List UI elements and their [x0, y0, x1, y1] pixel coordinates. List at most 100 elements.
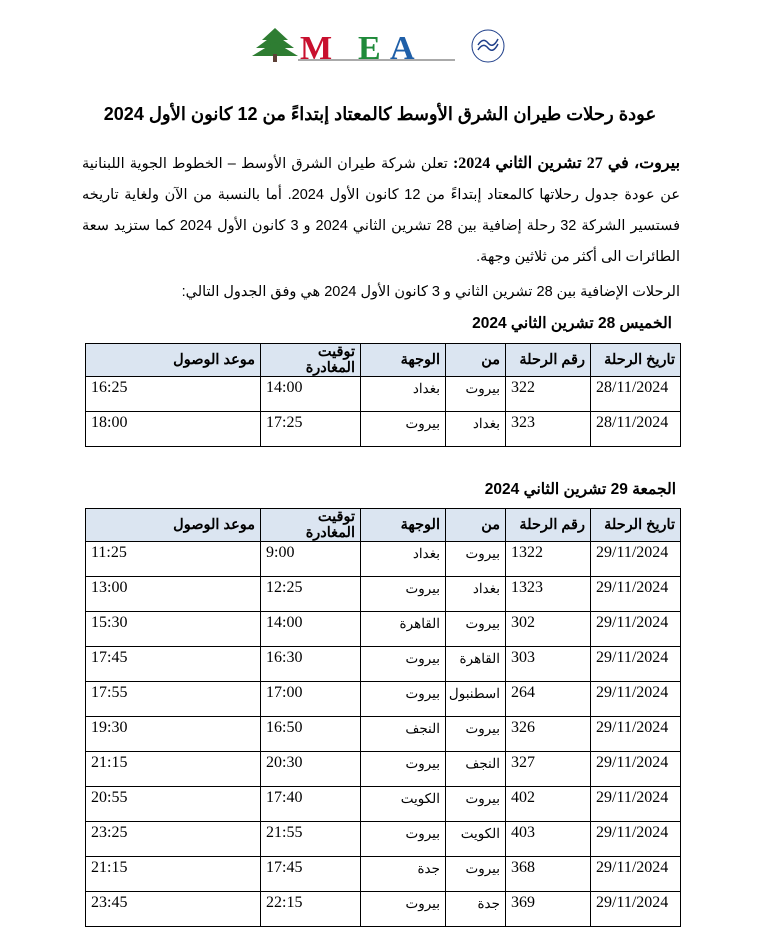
cell-flight-number: 327 [505, 751, 591, 787]
cell-date: 28/11/2024 [590, 411, 681, 447]
cell-from: القاهرة [445, 646, 506, 682]
table-header-row: تاريخ الرحلة رقم الرحلة من الوجهة توقيت المغ… [85, 343, 681, 377]
cell-departure: 14:00 [260, 376, 361, 412]
cell-departure: 12:25 [260, 576, 361, 612]
cell-arrival: 13:00 [85, 576, 261, 612]
press-paragraph: بيروت، في 27 تشرين الثاني 2024: تعلن شرك… [82, 148, 680, 273]
cell-flight-number: 1322 [505, 541, 591, 577]
cell-date: 29/11/2024 [590, 856, 681, 892]
cell-date: 29/11/2024 [590, 576, 681, 612]
column-header-from: من [445, 508, 506, 542]
column-header-flight-number: رقم الرحلة [505, 508, 591, 542]
cell-flight-number: 368 [505, 856, 591, 892]
day-heading: الجمعة 29 تشرين الثاني 2024 [484, 481, 676, 498]
table-row: 29/11/2024 368 بيروت جدة 17:45 21:15 [85, 856, 681, 892]
cell-date: 28/11/2024 [590, 376, 681, 412]
cell-destination: جدة [360, 856, 446, 892]
table-row: 29/11/2024 1322 بيروت بغداد 9:00 11:25 [85, 541, 681, 577]
cell-date: 29/11/2024 [590, 821, 681, 857]
cell-date: 29/11/2024 [590, 681, 681, 717]
cell-flight-number: 264 [505, 681, 591, 717]
cell-flight-number: 326 [505, 716, 591, 752]
cell-arrival: 15:30 [85, 611, 261, 647]
mea-logo: M E A [252, 28, 505, 67]
column-header-date: تاريخ الرحلة [590, 343, 681, 377]
table-row: 29/11/2024 303 القاهرة بيروت 16:30 17:45 [85, 646, 681, 682]
cell-from: النجف [445, 751, 506, 787]
table-row: 29/11/2024 1323 بغداد بيروت 12:25 13:00 [85, 576, 681, 612]
paragraph-body: تعلن شركة طيران الشرق الأوسط – الخطوط ال… [82, 156, 680, 265]
cell-date: 29/11/2024 [590, 611, 681, 647]
cell-from: بيروت [445, 716, 506, 752]
cell-arrival: 19:30 [85, 716, 261, 752]
cell-arrival: 17:55 [85, 681, 261, 717]
cell-departure: 17:40 [260, 786, 361, 822]
cell-departure: 16:50 [260, 716, 361, 752]
table-row: 29/11/2024 327 النجف بيروت 20:30 21:15 [85, 751, 681, 787]
cell-departure: 17:00 [260, 681, 361, 717]
schedule-intro: الرحلات الإضافية بين 28 تشرين الثاني و 3… [181, 284, 680, 300]
cell-departure: 22:15 [260, 891, 361, 927]
cell-arrival: 11:25 [85, 541, 261, 577]
cell-arrival: 23:45 [85, 891, 261, 927]
table-row: 29/11/2024 369 جدة بيروت 22:15 23:45 [85, 891, 681, 927]
cell-arrival: 20:55 [85, 786, 261, 822]
cell-destination: بيروت [360, 891, 446, 927]
cell-flight-number: 302 [505, 611, 591, 647]
skyteam-icon [471, 29, 505, 63]
cell-flight-number: 402 [505, 786, 591, 822]
cell-departure: 14:00 [260, 611, 361, 647]
svg-text:M: M [300, 30, 332, 67]
cell-from: بغداد [445, 411, 506, 447]
cell-from: بيروت [445, 611, 506, 647]
cell-from: بيروت [445, 786, 506, 822]
cell-date: 29/11/2024 [590, 716, 681, 752]
table-row: 29/11/2024 302 بيروت القاهرة 14:00 15:30 [85, 611, 681, 647]
cell-from: بيروت [445, 376, 506, 412]
cell-arrival: 21:15 [85, 856, 261, 892]
cell-departure: 21:55 [260, 821, 361, 857]
cell-flight-number: 369 [505, 891, 591, 927]
cell-destination: الكويت [360, 786, 446, 822]
cell-destination: بيروت [360, 821, 446, 857]
column-header-arrival: موعد الوصول [85, 343, 261, 377]
cell-date: 29/11/2024 [590, 786, 681, 822]
cell-arrival: 17:45 [85, 646, 261, 682]
cell-date: 29/11/2024 [590, 541, 681, 577]
cell-departure: 17:25 [260, 411, 361, 447]
column-header-destination: الوجهة [360, 343, 446, 377]
cell-destination: بيروت [360, 411, 446, 447]
cell-destination: بغداد [360, 376, 446, 412]
cell-date: 29/11/2024 [590, 891, 681, 927]
table-row: 28/11/2024 322 بيروت بغداد 14:00 16:25 [85, 376, 681, 412]
cell-flight-number: 322 [505, 376, 591, 412]
cell-from: الكويت [445, 821, 506, 857]
table-header-row: تاريخ الرحلة رقم الرحلة من الوجهة توقيت المغ… [85, 508, 681, 542]
table-row: 28/11/2024 323 بغداد بيروت 17:25 18:00 [85, 411, 681, 447]
cell-destination: القاهرة [360, 611, 446, 647]
cell-departure: 17:45 [260, 856, 361, 892]
column-header-date: تاريخ الرحلة [590, 508, 681, 542]
cell-from: بيروت [445, 856, 506, 892]
column-header-flight-number: رقم الرحلة [505, 343, 591, 377]
cell-from: بيروت [445, 541, 506, 577]
table-row: 29/11/2024 403 الكويت بيروت 21:55 23:25 [85, 821, 681, 857]
table-row: 29/11/2024 264 اسطنبول بيروت 17:00 17:55 [85, 681, 681, 717]
cell-flight-number: 323 [505, 411, 591, 447]
cell-departure: 20:30 [260, 751, 361, 787]
table-row: 29/11/2024 402 بيروت الكويت 17:40 20:55 [85, 786, 681, 822]
cell-date: 29/11/2024 [590, 751, 681, 787]
table-row: 29/11/2024 326 بيروت النجف 16:50 19:30 [85, 716, 681, 752]
cell-destination: بيروت [360, 646, 446, 682]
cell-flight-number: 1323 [505, 576, 591, 612]
cell-destination: بغداد [360, 541, 446, 577]
day-heading: الخميس 28 تشرين الثاني 2024 [472, 315, 672, 332]
column-header-arrival: موعد الوصول [85, 508, 261, 542]
cell-destination: بيروت [360, 576, 446, 612]
flights-table-friday: تاريخ الرحلة رقم الرحلة من الوجهة توقيت المغ… [85, 508, 681, 927]
cell-arrival: 16:25 [85, 376, 261, 412]
cell-flight-number: 303 [505, 646, 591, 682]
cell-destination: النجف [360, 716, 446, 752]
column-header-departure: توقيت المغادرة [260, 343, 361, 377]
column-header-destination: الوجهة [360, 508, 446, 542]
